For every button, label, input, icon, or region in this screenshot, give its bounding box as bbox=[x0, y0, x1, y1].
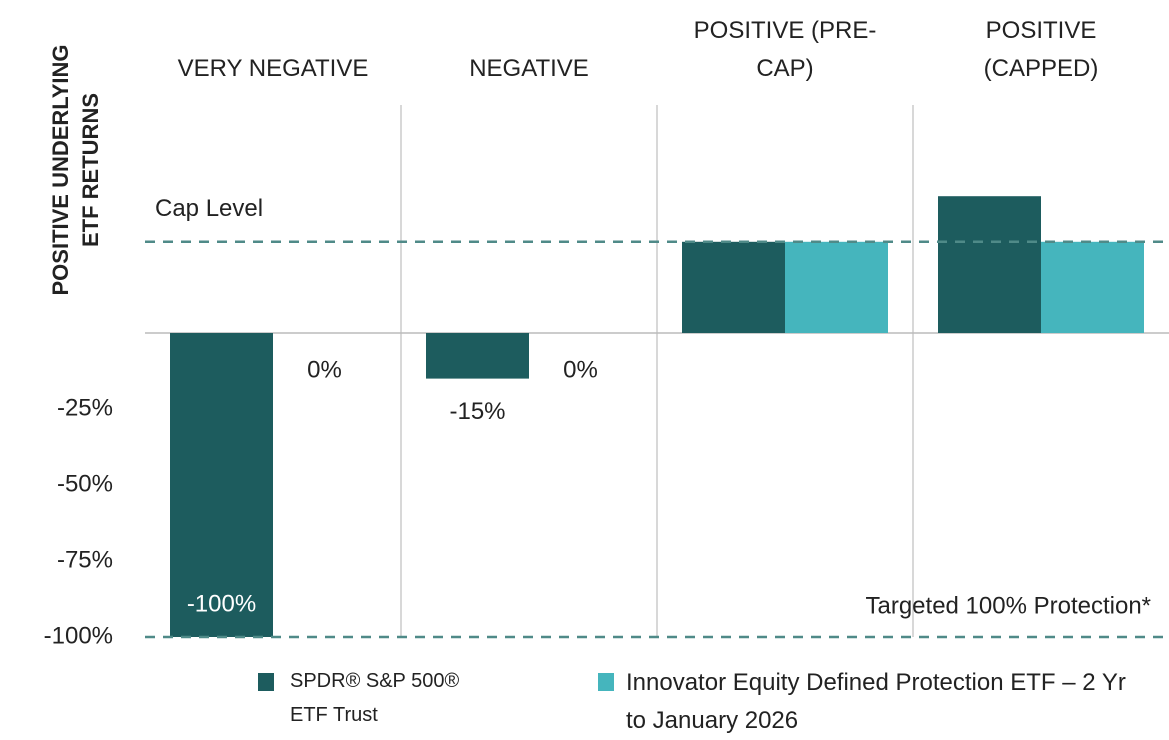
annotation: Cap Level bbox=[155, 195, 263, 222]
y-tick-label: -100% bbox=[44, 622, 113, 649]
x-category-label-box: POSITIVE (CAPPED) bbox=[983, 17, 1099, 82]
x-category-label-box: POSITIVE (PRE-CAP) bbox=[693, 17, 877, 82]
data-label: -100% bbox=[187, 590, 256, 617]
bar bbox=[170, 333, 273, 637]
bar bbox=[938, 196, 1041, 333]
annotation: Targeted 100% Protection* bbox=[865, 592, 1151, 619]
legend-swatch bbox=[258, 673, 274, 691]
legend-swatch bbox=[598, 673, 614, 691]
y-tick-label: -50% bbox=[57, 470, 113, 497]
legend-label: SPDR® S&P 500® ETF Trust bbox=[290, 670, 460, 726]
y-axis-label: POSITIVE UNDERLYING ETF RETURNS bbox=[48, 44, 103, 295]
x-category-label-box: NEGATIVE bbox=[469, 55, 589, 82]
data-label: -15% bbox=[449, 398, 505, 425]
bar bbox=[426, 333, 529, 379]
y-tick-label: -25% bbox=[57, 394, 113, 421]
x-category-label: POSITIVE (CAPPED) bbox=[983, 17, 1099, 82]
bar bbox=[682, 241, 785, 333]
x-category-label: POSITIVE (PRE-CAP) bbox=[693, 17, 877, 82]
legend-label-box: SPDR® S&P 500® ETF Trust bbox=[290, 670, 460, 726]
x-category-label-box: VERY NEGATIVE bbox=[177, 55, 369, 82]
y-axis-label-line: POSITIVE UNDERLYING bbox=[48, 44, 73, 295]
bar bbox=[785, 241, 888, 333]
legend-label: Innovator Equity Defined Protection ETF … bbox=[626, 669, 1126, 734]
x-category-label: NEGATIVE bbox=[469, 55, 589, 82]
legend-label-box: Innovator Equity Defined Protection ETF … bbox=[626, 669, 1126, 734]
y-axis-label-line: ETF RETURNS bbox=[78, 93, 103, 247]
bar bbox=[1041, 241, 1144, 333]
y-tick-label: -75% bbox=[57, 546, 113, 573]
data-label: 0% bbox=[563, 356, 598, 383]
data-label: 0% bbox=[307, 356, 342, 383]
x-category-label: VERY NEGATIVE bbox=[177, 55, 369, 82]
